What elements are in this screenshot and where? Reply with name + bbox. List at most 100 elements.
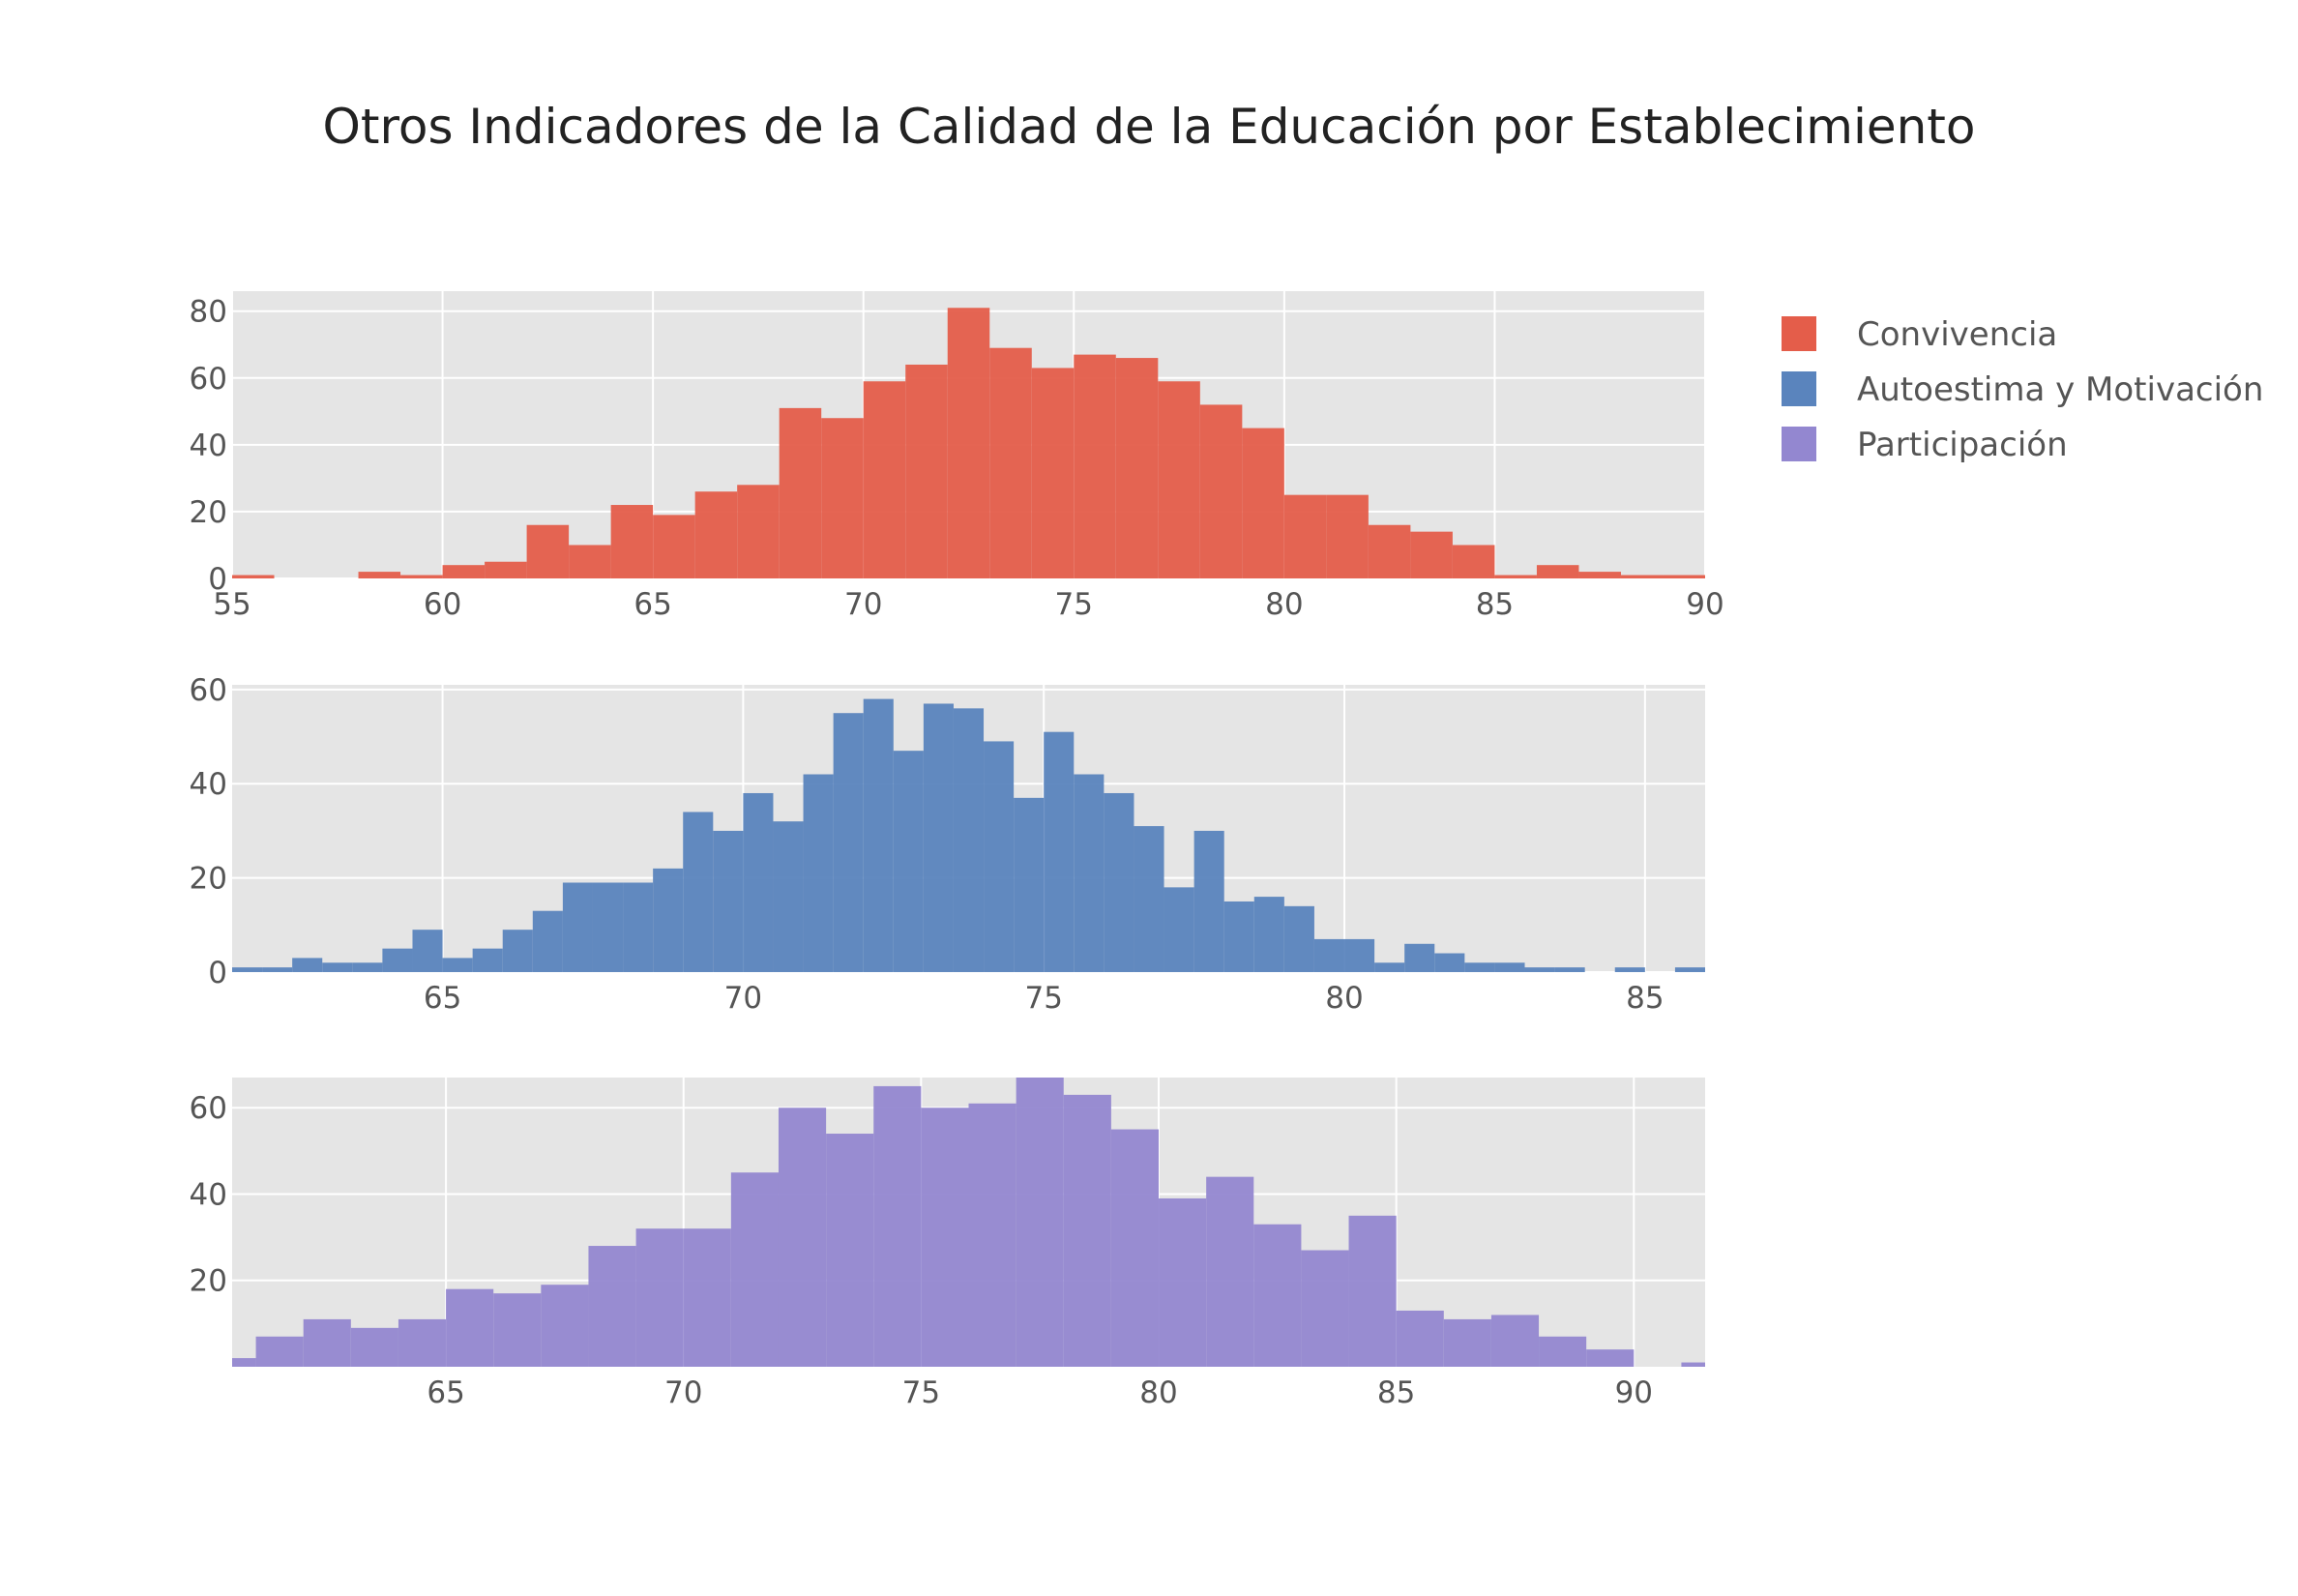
histogram-bar	[873, 1085, 922, 1367]
histogram-bar	[1396, 1310, 1444, 1367]
y-tick-label: 0	[208, 956, 227, 990]
histogram-bar	[1159, 1197, 1207, 1367]
histogram-bar	[947, 308, 990, 578]
legend-swatch	[1782, 316, 1816, 351]
histogram-bar	[1434, 953, 1465, 972]
histogram-bar	[653, 868, 684, 972]
histogram-bar	[1464, 962, 1495, 972]
histogram-bar	[232, 1358, 256, 1367]
histogram-bar	[610, 505, 654, 578]
histogram-bar	[1554, 967, 1585, 972]
histogram-bar	[833, 713, 864, 972]
histogram-bar	[1524, 967, 1555, 972]
histogram-bar	[350, 1327, 398, 1367]
y-tick-label: 0	[208, 562, 227, 597]
histogram-bar	[730, 1172, 779, 1367]
x-tick-label: 85	[1476, 587, 1514, 622]
histogram-bar	[1620, 575, 1664, 578]
legend-label: Autoestima y Motivación	[1857, 370, 2263, 409]
x-tick-label: 65	[633, 587, 671, 622]
x-tick-label: 90	[1686, 587, 1724, 622]
histogram-bar	[1410, 531, 1453, 578]
histogram-bar	[1614, 967, 1645, 972]
histogram-bar	[1368, 524, 1411, 578]
histogram-bar	[694, 491, 738, 578]
histogram-bar	[683, 812, 714, 972]
histogram-bar	[737, 485, 780, 578]
histogram-bar	[1663, 575, 1705, 578]
histogram-bar	[923, 703, 954, 972]
x-tick-label: 75	[1024, 981, 1062, 1016]
histogram-bar	[398, 1318, 447, 1367]
histogram-bar	[232, 575, 275, 578]
histogram-bar	[1074, 354, 1116, 578]
y-tick-label: 60	[190, 673, 227, 708]
y-tick-label: 40	[190, 1177, 227, 1212]
histogram-bar	[562, 882, 593, 972]
histogram-bar	[1223, 901, 1254, 972]
histogram-bar	[1301, 1250, 1349, 1367]
histogram-bar	[921, 1108, 969, 1367]
histogram-bar	[358, 572, 401, 578]
histogram-bar	[1404, 943, 1435, 972]
histogram-bar	[1031, 368, 1075, 578]
histogram-bar	[1539, 1336, 1587, 1367]
histogram-bar	[1014, 797, 1045, 972]
histogram-bar	[1326, 494, 1369, 578]
histogram-bar	[863, 698, 894, 972]
x-tick-label: 65	[424, 981, 461, 1016]
histogram-bar	[400, 575, 443, 578]
histogram-bar	[1348, 1215, 1397, 1367]
y-tick-label: 80	[190, 295, 227, 330]
x-tick-label: 80	[1325, 981, 1363, 1016]
histogram-bar	[1074, 774, 1105, 972]
legend-swatch	[1782, 371, 1816, 406]
histogram-bar	[968, 1103, 1016, 1367]
chart-title: Otros Indicadores de la Calidad de la Ed…	[322, 99, 1975, 155]
histogram-bar	[1164, 887, 1194, 972]
histogram-bar	[1494, 575, 1537, 578]
histogram-bar	[1578, 572, 1621, 578]
histogram-bar	[743, 792, 774, 972]
histogram-bar	[569, 545, 611, 578]
histogram-bar	[1134, 826, 1164, 972]
histogram-bar	[1253, 1224, 1302, 1367]
histogram-bar	[773, 821, 804, 972]
x-tick-label: 70	[844, 587, 882, 622]
legend-label: Convivencia	[1857, 315, 2057, 354]
bars-group	[232, 698, 1705, 972]
histogram-bar	[683, 1228, 731, 1367]
x-tick-label: 75	[902, 1375, 940, 1410]
x-tick-label: 55	[213, 587, 250, 622]
histogram-bar	[778, 1108, 827, 1367]
bars-group	[232, 308, 1705, 578]
histogram-bar	[412, 930, 443, 972]
histogram-bar	[1674, 967, 1705, 972]
histogram-bar	[1242, 428, 1284, 578]
x-tick-label: 75	[1055, 587, 1093, 622]
histogram-bar	[1206, 1176, 1254, 1367]
x-tick-label: 90	[1615, 1375, 1653, 1410]
histogram-bar	[623, 882, 654, 972]
histogram-bar	[526, 524, 570, 578]
histogram-bar	[1115, 358, 1159, 578]
bars-group	[232, 1078, 1705, 1367]
y-tick-label: 60	[190, 1091, 227, 1126]
x-tick-label: 60	[424, 587, 461, 622]
histogram-bar	[1344, 938, 1375, 972]
histogram-bar	[442, 958, 473, 972]
histogram-bar	[1199, 404, 1243, 578]
histogram-bar	[821, 418, 864, 578]
x-tick-label: 85	[1377, 1375, 1415, 1410]
histogram-bar	[262, 967, 293, 972]
legend-label: Participación	[1857, 426, 2068, 464]
histogram-bar	[1374, 962, 1405, 972]
histogram-bar	[1490, 1315, 1540, 1367]
histogram-bar	[382, 948, 413, 972]
x-tick-label: 85	[1626, 981, 1664, 1016]
y-tick-label: 20	[190, 862, 227, 897]
histogram-bar	[1494, 962, 1525, 972]
histogram-bar	[1158, 381, 1200, 578]
x-tick-label: 80	[1139, 1375, 1177, 1410]
